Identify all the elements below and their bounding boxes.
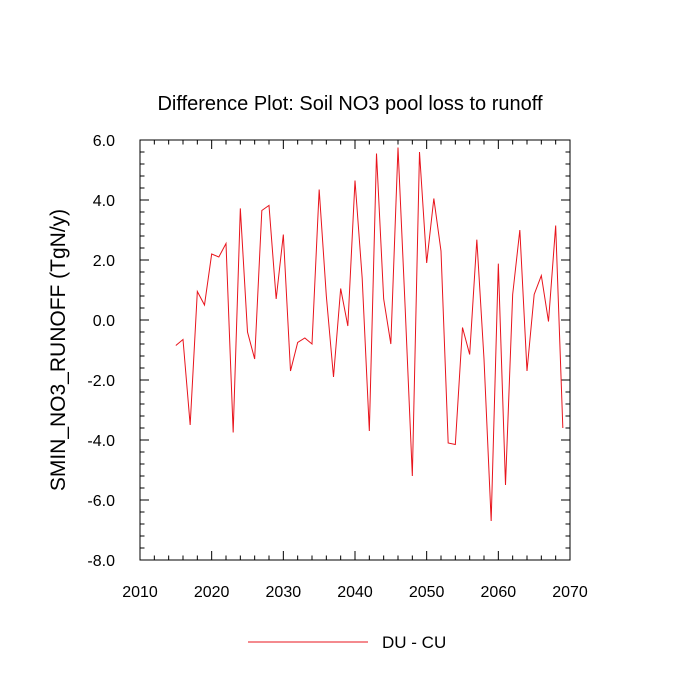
x-tick-label: 2030 bbox=[266, 584, 302, 601]
y-tick-label: 6.0 bbox=[93, 133, 115, 150]
y-tick-labels: 6.0 4.0 2.0 0.0 -2.0 -4.0 -6.0 -8.0 bbox=[87, 133, 115, 570]
y-axis-label: SMIN_NO3_RUNOFF (TgN/y) bbox=[47, 209, 70, 491]
x-tick-label: 2050 bbox=[409, 584, 445, 601]
x-tick-label: 2010 bbox=[122, 584, 158, 601]
y-tick-label: -2.0 bbox=[87, 373, 115, 390]
y-tick-label: 4.0 bbox=[93, 193, 115, 210]
y-tick-label: -4.0 bbox=[87, 433, 115, 450]
x-tick-label: 2070 bbox=[552, 584, 588, 601]
x-tick-label: 2040 bbox=[337, 584, 373, 601]
axis-ticks bbox=[139, 139, 571, 561]
x-tick-labels: 2010 2020 2030 2040 2050 2060 2070 bbox=[122, 584, 588, 601]
legend: DU - CU bbox=[248, 633, 446, 652]
series-line bbox=[175, 147, 564, 522]
y-tick-label: 2.0 bbox=[93, 253, 115, 270]
legend-label: DU - CU bbox=[382, 633, 446, 652]
y-tick-label: 0.0 bbox=[93, 313, 115, 330]
plot-frame bbox=[139, 139, 571, 561]
y-tick-label: -6.0 bbox=[87, 493, 115, 510]
series-group bbox=[175, 147, 564, 522]
y-tick-label: -8.0 bbox=[87, 553, 115, 570]
x-tick-label: 2060 bbox=[481, 584, 517, 601]
chart-title: Difference Plot: Soil NO3 pool loss to r… bbox=[157, 93, 542, 115]
x-tick-label: 2020 bbox=[194, 584, 230, 601]
